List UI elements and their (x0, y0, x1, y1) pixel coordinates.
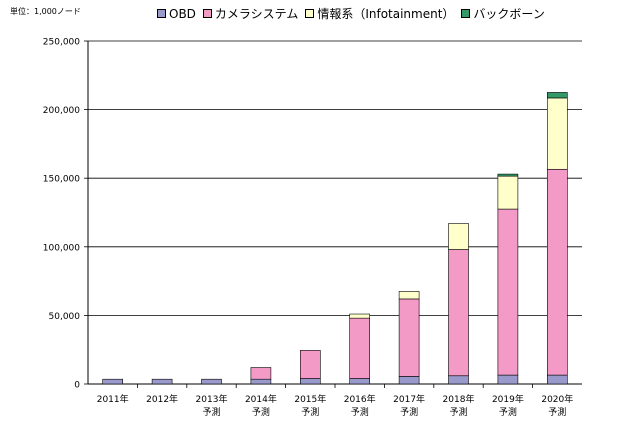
bar-segment (250, 367, 272, 380)
bar-segment (151, 378, 173, 385)
y-tick-label: 50,000 (49, 312, 81, 322)
x-tick-label: 2018年 (443, 393, 475, 405)
bar-segment (546, 168, 568, 376)
legend-item-obd: OBD (157, 7, 196, 21)
bar-segment (102, 378, 123, 385)
x-tick-label: 予測 (499, 406, 517, 418)
y-tick-label: 0 (74, 381, 80, 391)
x-tick-label: 予測 (548, 406, 566, 418)
x-tick-label: 2015年 (294, 393, 326, 405)
bar-segment (299, 350, 321, 379)
x-tick-label: 予測 (400, 406, 418, 418)
y-tick-label: 250,000 (43, 38, 80, 48)
bar-segment (349, 317, 371, 379)
legend-swatch-camera (202, 9, 212, 18)
bar-segment (398, 291, 420, 300)
legend-label-obd: OBD (169, 6, 196, 21)
legend-swatch-obd (157, 9, 166, 18)
bar-segment (546, 92, 568, 99)
bar-segment (448, 223, 469, 250)
bar-segment (497, 175, 519, 210)
bar-segment (546, 97, 568, 170)
bar-segment (497, 208, 519, 376)
legend-label-backbone: バックボーン (473, 7, 545, 21)
legend-item-camera: カメラシステム (202, 5, 299, 22)
x-tick-label: 2013年 (196, 393, 228, 405)
legend-swatch-backbone (461, 9, 471, 18)
unit-label: 単位：1,000ノード (10, 7, 81, 16)
bar-segment (448, 375, 469, 385)
x-tick-label: 予測 (449, 406, 467, 418)
x-tick-label: 2016年 (344, 393, 376, 405)
bar-segment (546, 374, 568, 385)
legend-swatch-infotainment (305, 9, 315, 18)
legend-label-camera: カメラシステム (214, 7, 299, 21)
bar-segment (497, 173, 519, 177)
bar-segment (299, 378, 321, 385)
x-tick-label: 予測 (252, 406, 270, 418)
bar-segment (201, 378, 222, 385)
bar-segment (349, 313, 371, 319)
x-tick-label: 2012年 (146, 393, 178, 405)
x-tick-label: 予測 (202, 406, 220, 418)
bar-segment (497, 374, 519, 385)
bar-segment (349, 378, 371, 385)
x-tick-label: 2017年 (393, 393, 425, 405)
x-tick-label: 2011年 (97, 393, 129, 405)
x-tick-label: 2014年 (245, 393, 277, 405)
bar-segment (398, 376, 420, 385)
y-tick-label: 100,000 (43, 243, 80, 253)
y-tick-label: 150,000 (43, 175, 80, 185)
bar-segment (250, 378, 272, 385)
bar-segment (398, 298, 420, 377)
x-tick-label: 予測 (301, 406, 319, 418)
legend: OBD カメラシステム 情報系（Infotainment） バックボーン (157, 5, 552, 22)
bar-segment (448, 249, 469, 377)
legend-item-infotainment: 情報系（Infotainment） (305, 5, 454, 22)
legend-item-backbone: バックボーン (461, 5, 545, 22)
legend-label-infotainment: 情報系（Infotainment） (317, 7, 455, 21)
x-tick-label: 2019年 (492, 393, 524, 405)
x-tick-label: 2020年 (541, 393, 573, 405)
y-tick-label: 200,000 (43, 106, 80, 116)
x-tick-label: 予測 (351, 406, 369, 418)
